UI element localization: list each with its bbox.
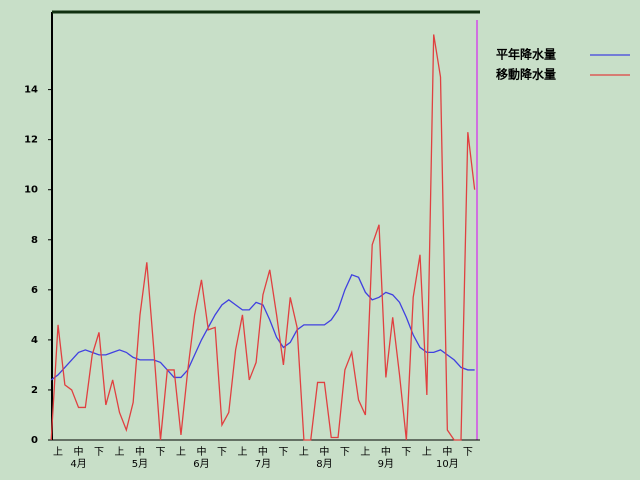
- y-tick-label: 14: [24, 85, 38, 96]
- x-tick-label: 下: [463, 447, 473, 458]
- x-tick-label: 下: [94, 447, 104, 458]
- month-label: 7月: [255, 458, 271, 470]
- x-tick-label: 上: [237, 446, 247, 458]
- x-tick-label: 下: [217, 447, 227, 458]
- y-tick-label: 0: [31, 435, 38, 446]
- month-label: 6月: [193, 458, 209, 470]
- series-line: [50, 273, 475, 381]
- month-label: 4月: [70, 458, 86, 470]
- x-tick-label: 下: [155, 447, 165, 458]
- y-tick-label: 10: [24, 185, 38, 196]
- y-tick-label: 6: [31, 285, 38, 296]
- month-label: 9月: [378, 458, 394, 470]
- x-tick-label: 下: [401, 447, 411, 458]
- y-tick-label: 2: [31, 385, 38, 396]
- x-tick-label: 中: [258, 445, 268, 458]
- x-tick-label: 上: [299, 446, 309, 458]
- x-tick-label: 下: [278, 447, 288, 458]
- y-tick-label: 8: [31, 235, 38, 246]
- x-tick-label: 上: [176, 446, 186, 458]
- x-tick-label: 上: [115, 446, 125, 458]
- x-tick-label: 中: [196, 445, 206, 458]
- x-tick-label: 中: [135, 445, 145, 458]
- x-tick-label: 中: [442, 445, 452, 458]
- y-tick-label: 4: [31, 335, 38, 346]
- x-tick-label: 上: [422, 446, 432, 458]
- month-label: 8月: [316, 458, 332, 470]
- month-label: 5月: [132, 458, 148, 470]
- month-label: 10月: [436, 458, 459, 470]
- legend-label: 移動降水量: [496, 67, 556, 82]
- x-tick-label: 中: [74, 445, 84, 458]
- y-tick-label: 12: [24, 135, 38, 146]
- x-tick-label: 上: [53, 446, 63, 458]
- series-line: [50, 34, 476, 441]
- x-tick-label: 中: [381, 445, 391, 458]
- x-tick-label: 上: [360, 446, 370, 458]
- x-tick-label: 下: [340, 447, 350, 458]
- x-tick-label: 中: [319, 445, 329, 458]
- legend-label: 平年降水量: [496, 47, 556, 62]
